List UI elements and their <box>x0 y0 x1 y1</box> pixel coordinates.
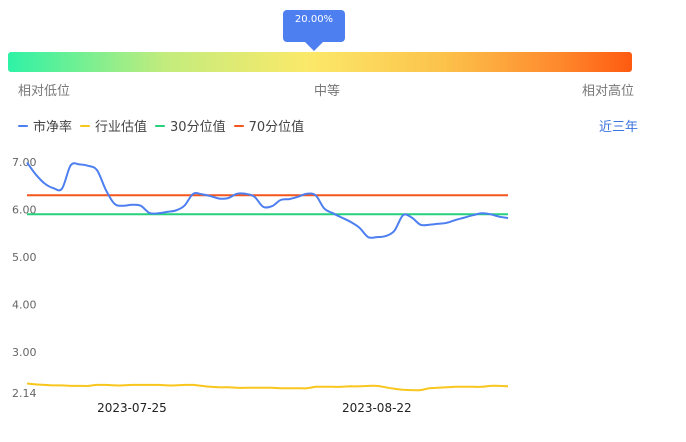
gauge-label-mid: 中等 <box>314 84 341 99</box>
valuation-percentile-bar <box>8 52 632 72</box>
period-selector[interactable]: 近三年 <box>599 120 639 135</box>
x-tick-label: 2023-07-25 <box>97 401 167 415</box>
legend-label-pb: 市净率 <box>33 120 73 135</box>
percentile-value: 20.00% <box>294 14 334 25</box>
gauge-label-high: 相对高位 <box>582 84 635 99</box>
legend-item-p70[interactable]: 70分位值 <box>233 116 305 135</box>
gauge-label-low: 相对低位 <box>18 84 71 99</box>
legend-item-industry[interactable]: 行业估值 <box>80 116 147 135</box>
y-tick-label: 4.00 <box>12 299 37 312</box>
legend-label-industry: 行业估值 <box>95 120 148 135</box>
legend-swatch-pb <box>18 124 28 127</box>
legend-swatch-p70 <box>233 124 244 127</box>
y-tick-label: 6.00 <box>12 204 37 217</box>
y-tick-label: 7.00 <box>12 156 37 169</box>
pb-valuation-chart: 7.00 6.00 5.00 4.00 3.00 2.14 2023-07-25 2023-0… <box>12 156 509 415</box>
y-tick-label: 5.00 <box>12 251 37 264</box>
x-tick-label: 2023-08-22 <box>342 401 412 415</box>
chart-legend: 市净率 行业估值 30分位值 70分位值 <box>18 116 312 135</box>
series-line-pb <box>26 161 509 239</box>
percentile-bubble: 20.00% <box>283 10 345 51</box>
legend-label-p30: 30分位值 <box>170 120 226 135</box>
y-tick-label: 2.14 <box>12 387 37 400</box>
legend-label-p70: 70分位值 <box>248 120 305 135</box>
legend-swatch-p30 <box>155 124 166 127</box>
legend-swatch-industry <box>80 124 91 127</box>
legend-item-pb[interactable]: 市净率 <box>18 116 72 135</box>
y-tick-label: 3.00 <box>12 346 37 359</box>
series-line-industry <box>26 382 509 392</box>
legend-item-p30[interactable]: 30分位值 <box>155 116 226 135</box>
